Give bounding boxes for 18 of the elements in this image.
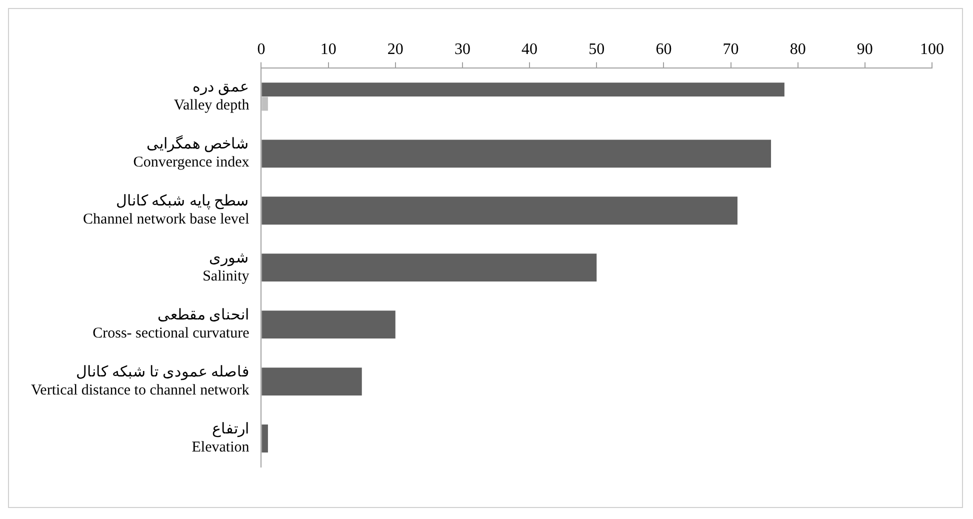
x-tick-label: 90 <box>856 40 873 58</box>
bar <box>262 368 362 396</box>
bar <box>262 196 738 225</box>
x-tick-label: 80 <box>790 40 806 58</box>
x-tick-label: 70 <box>722 40 739 58</box>
bar <box>262 140 772 168</box>
x-tick-label: 20 <box>387 40 404 58</box>
x-tick-label: 30 <box>454 40 470 58</box>
bar <box>262 310 396 339</box>
x-tick-label: 10 <box>320 40 336 58</box>
x-tick-label: 40 <box>522 40 538 58</box>
x-tick-label: 100 <box>920 40 944 58</box>
x-tick-label: 0 <box>257 40 266 58</box>
bar <box>262 424 268 452</box>
bar <box>262 96 268 111</box>
x-tick-label: 50 <box>588 40 605 58</box>
x-tick-label: 60 <box>656 40 672 58</box>
bar <box>262 254 597 282</box>
